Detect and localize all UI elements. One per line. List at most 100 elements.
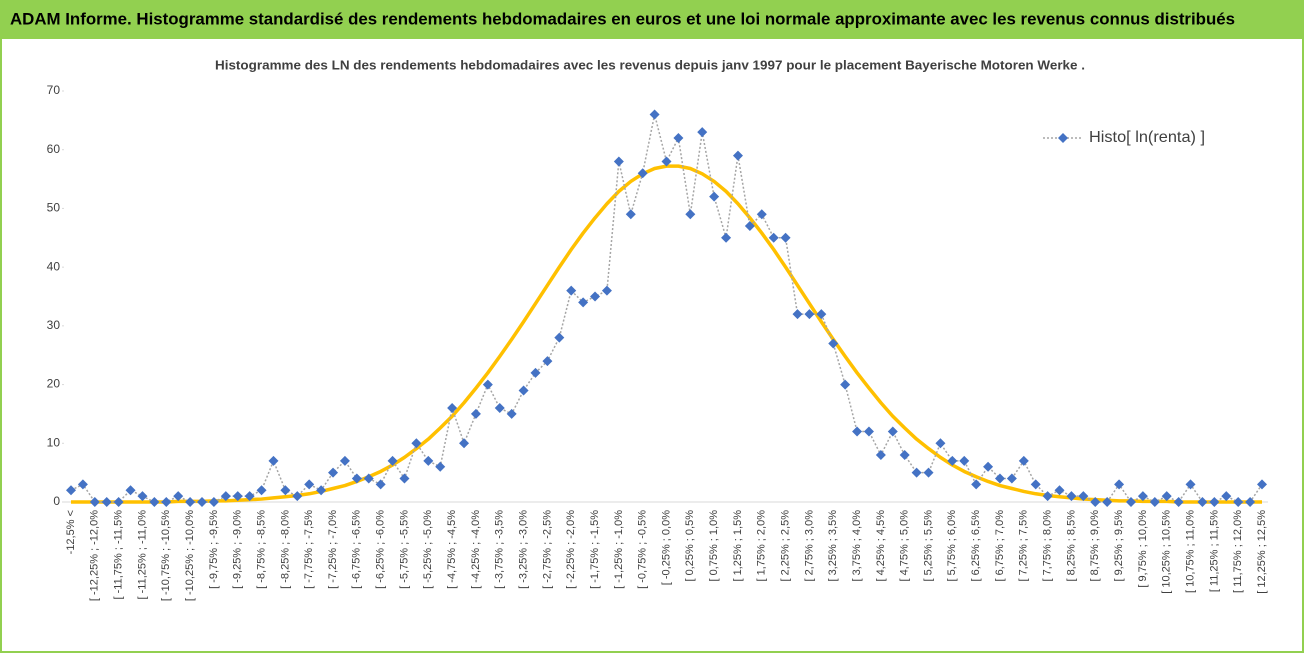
point-marker [792,309,803,320]
point-marker [828,338,839,349]
y-tick-label: 50 [47,201,61,215]
point-marker [339,455,350,466]
x-tick-label: [ -9,25% ; -9,0% [232,510,244,589]
point-marker [1233,497,1244,507]
point-marker [923,467,934,478]
point-marker [101,497,112,507]
legend-marker [1058,133,1068,143]
point-marker [459,438,470,449]
legend-label: Histo[ ln(renta) ] [1089,129,1205,146]
y-tick-label: 40 [47,259,61,273]
point-marker [697,127,708,138]
x-tick-label: [ 1,75% ; 2,0% [756,510,768,582]
point-marker [470,408,481,419]
point-marker [613,156,624,167]
x-tick-label: [ -7,75% ; -7,5% [303,510,315,589]
point-marker [1257,479,1267,490]
x-tick-label: [ -12,25% ; -12,0% [89,510,101,601]
point-marker [959,455,970,466]
x-tick-label: [ 8,25% ; 8,5% [1065,510,1077,582]
point-marker [1030,479,1041,490]
point-marker [530,367,541,378]
point-marker [375,479,386,490]
x-tick-label: [ -3,75% ; -3,5% [494,510,506,589]
x-tick-label: [ 4,75% ; 5,0% [899,510,911,582]
point-marker [863,426,874,437]
x-tick-label: [ 1,25% ; 1,5% [732,510,744,582]
point-marker [89,497,100,507]
point-marker [649,109,660,120]
chart-subtitle: Histogramme des LN des rendements hebdom… [215,57,1085,72]
point-marker [673,132,684,143]
y-tick-label: 20 [47,377,61,391]
y-tick-label: 30 [47,318,61,332]
point-marker [328,467,339,478]
x-tick-label: [ -2,75% ; -2,5% [541,510,553,589]
point-marker [1245,497,1256,507]
point-marker [816,309,827,320]
point-marker [911,467,922,478]
point-marker [1173,497,1184,507]
x-tick-label: [ 5,25% ; 5,5% [922,510,934,582]
point-marker [983,461,994,472]
y-tick-label: 70 [47,83,61,97]
point-marker [518,385,529,396]
x-tick-label: [ -8,25% ; -8,0% [279,510,291,589]
chart-title: ADAM Informe. Histogramme standardisé de… [10,9,1235,28]
point-marker [875,450,886,461]
x-tick-label: [ 12,25% ; 12,5% [1256,510,1268,594]
x-tick-label: [ -3,25% ; -3,0% [517,510,529,589]
point-marker [971,479,982,490]
x-tick-label: [ 2,75% ; 3,0% [803,510,815,582]
x-tick-label: [ -0,75% ; -0,5% [637,510,649,589]
x-tick-label: [ 9,25% ; 9,5% [1113,510,1125,582]
point-marker [935,438,946,449]
point-marker [852,426,863,437]
point-marker [77,479,88,490]
point-marker [363,473,374,484]
point-marker [899,450,910,461]
point-marker [1137,491,1148,502]
point-marker [280,485,291,496]
point-marker [1125,497,1136,507]
x-tick-label: [ -11,75% ; -11,5% [113,510,125,600]
y-tick-label: 0 [53,494,60,508]
x-tick-label: [ -4,25% ; -4,0% [470,510,482,589]
y-tick-label: 60 [47,142,61,156]
point-marker [208,497,219,507]
point-marker [566,285,577,296]
point-marker [744,221,755,232]
point-marker [435,461,446,472]
x-tick-label: [ 0,75% ; 1,0% [708,510,720,582]
point-marker [173,491,184,502]
point-marker [994,473,1005,484]
point-marker [1221,491,1232,502]
point-marker [1042,491,1053,502]
x-tick-label: [ -10,75% ; -10,5% [160,510,172,601]
point-marker [244,491,255,502]
point-marker [661,156,672,167]
point-marker [304,479,315,490]
x-tick-label: [ 10,25% ; 10,5% [1161,510,1173,594]
point-marker [125,485,136,496]
point-marker [732,150,743,161]
point-marker [1018,455,1029,466]
point-marker [804,309,815,320]
point-marker [423,455,434,466]
x-tick-label: [ 7,75% ; 8,0% [1042,510,1054,582]
x-tick-label: [ 5,75% ; 6,0% [946,510,958,582]
x-tick-label: [ -6,25% ; -6,0% [375,510,387,589]
x-tick-label: [ 6,25% ; 6,5% [970,510,982,582]
point-marker [161,497,172,507]
x-tick-label: [ -8,75% ; -8,5% [255,510,267,589]
point-marker [149,497,160,507]
x-tick-label: [ 6,75% ; 7,0% [994,510,1006,582]
point-marker [947,455,958,466]
x-tick-label: [ -1,25% ; -1,0% [613,510,625,589]
x-tick-label: [ 4,25% ; 4,5% [875,510,887,582]
x-tick-label: -12,5% < [65,510,77,554]
x-tick-label: [ 11,25% ; 11,5% [1208,510,1220,592]
point-marker [1114,479,1125,490]
point-marker [590,291,601,302]
